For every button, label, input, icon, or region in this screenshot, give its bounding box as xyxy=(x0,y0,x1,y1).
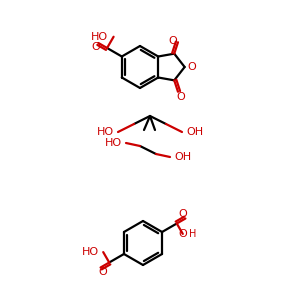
Text: OH: OH xyxy=(186,127,203,137)
Text: O: O xyxy=(177,92,185,102)
Text: H: H xyxy=(189,229,196,239)
Text: HO: HO xyxy=(97,127,114,137)
Text: O: O xyxy=(178,229,187,239)
Text: O: O xyxy=(187,62,196,72)
Text: HO: HO xyxy=(82,247,99,257)
Text: HO: HO xyxy=(91,32,108,42)
Text: O: O xyxy=(99,267,107,277)
Text: O: O xyxy=(92,42,100,52)
Text: O: O xyxy=(169,36,178,46)
Text: HO: HO xyxy=(105,138,122,148)
Text: O: O xyxy=(178,209,187,219)
Text: OH: OH xyxy=(174,152,191,162)
